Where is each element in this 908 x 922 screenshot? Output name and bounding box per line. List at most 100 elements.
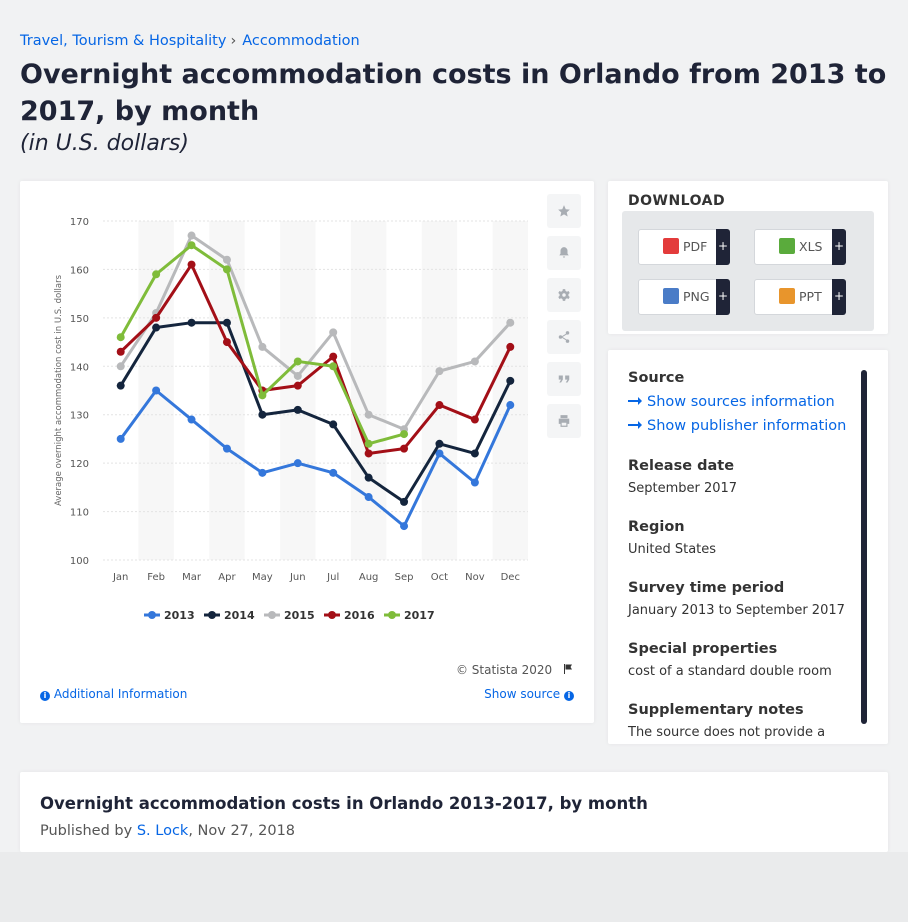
chart-card: 100 110 120 130 140 150 160 170 Jan Feb Mar Apr May J… <box>20 181 594 723</box>
download-png-button[interactable]: PNG + <box>638 279 730 315</box>
star-icon <box>558 205 570 217</box>
data-point-2014 <box>364 473 373 482</box>
cite-button[interactable] <box>547 362 581 396</box>
data-point-2013 <box>400 522 409 531</box>
additional-information-label: Additional Information <box>53 687 188 701</box>
data-point-2014 <box>506 376 515 385</box>
x-tick-label: Jan <box>112 572 128 583</box>
share-icon <box>558 331 570 343</box>
special-properties-value: cost of a standard double room <box>628 664 832 679</box>
arrow-right-icon <box>628 421 642 429</box>
data-point-2017 <box>152 270 161 279</box>
y-tick-label: 120 <box>70 459 89 470</box>
ppt-more-button[interactable]: + <box>832 279 846 315</box>
data-point-2016 <box>435 401 444 410</box>
x-tick-label: May <box>252 572 273 583</box>
x-tick-label: Sep <box>395 572 414 583</box>
y-tick-label: 110 <box>70 508 89 519</box>
info-icon: i <box>40 691 50 701</box>
statistic-summary-card: Overnight accommodation costs in Orlando… <box>20 772 888 852</box>
data-point-2017 <box>293 357 302 366</box>
region-value: United States <box>628 542 717 557</box>
png-more-button[interactable]: + <box>716 279 730 315</box>
legend-label: 2014 <box>224 609 255 622</box>
legend-item-2015[interactable]: 2015 <box>264 609 315 622</box>
details-scrollbar[interactable] <box>861 370 867 724</box>
additional-information-link[interactable]: i Additional Information <box>40 687 187 701</box>
print-icon <box>558 415 570 427</box>
data-point-2016 <box>187 260 196 269</box>
author-link[interactable]: S. Lock <box>136 823 189 839</box>
download-buttons: PDF + XLS + PNG + PPT + <box>622 211 874 331</box>
download-card: DOWNLOAD PDF + XLS + PNG + PPT + <box>608 181 888 334</box>
data-point-2017 <box>187 241 196 250</box>
page-header: Travel, Tourism & Hospitality › Accommodat… <box>0 0 908 172</box>
data-point-2015 <box>364 410 373 419</box>
download-ppt-label: PPT <box>799 289 822 304</box>
data-point-2014 <box>187 318 196 327</box>
published-date: , Nov 27, 2018 <box>188 823 296 839</box>
data-point-2016 <box>293 381 302 390</box>
notification-button[interactable] <box>547 236 581 270</box>
favorite-button[interactable] <box>547 194 581 228</box>
xls-more-button[interactable]: + <box>832 229 846 265</box>
pdf-file-icon <box>663 238 679 254</box>
legend-item-2014[interactable]: 2014 <box>204 609 255 622</box>
data-point-2015 <box>116 362 125 371</box>
data-point-2015 <box>470 357 479 366</box>
x-tick-label: Oct <box>431 572 448 583</box>
download-pdf-button[interactable]: PDF + <box>638 229 730 265</box>
breadcrumb-item-travel[interactable]: Travel, Tourism & Hospitality <box>20 33 227 49</box>
y-tick-label: 150 <box>70 314 89 325</box>
breadcrumb: Travel, Tourism & Hospitality › Accommodat… <box>20 33 360 49</box>
gear-icon <box>558 289 570 301</box>
column-band <box>280 221 316 560</box>
data-point-2013 <box>222 444 231 453</box>
download-xls-button[interactable]: XLS + <box>754 229 846 265</box>
data-point-2016 <box>400 444 409 453</box>
print-button[interactable] <box>547 404 581 438</box>
statistic-heading: Overnight accommodation costs in Orlando… <box>40 794 648 813</box>
show-source-link[interactable]: Show source i <box>484 687 574 701</box>
data-point-2014 <box>329 420 338 429</box>
show-sources-link[interactable]: Show sources information <box>628 390 854 414</box>
x-tick-label: Aug <box>359 572 379 583</box>
page-title: Overnight accommodation costs in Orlando… <box>20 59 887 127</box>
download-pdf-label: PDF <box>683 239 708 254</box>
download-ppt-button[interactable]: PPT + <box>754 279 846 315</box>
data-point-2013 <box>116 434 125 443</box>
pdf-more-button[interactable]: + <box>716 229 730 265</box>
share-button[interactable] <box>547 320 581 354</box>
data-point-2013 <box>364 493 373 502</box>
legend-item-2016[interactable]: 2016 <box>324 609 375 622</box>
data-point-2014 <box>400 497 409 506</box>
data-point-2013 <box>187 415 196 424</box>
data-point-2015 <box>329 328 338 337</box>
scrollbar-thumb[interactable] <box>861 370 867 724</box>
show-publisher-link[interactable]: Show publisher information <box>628 414 854 438</box>
data-point-2013 <box>329 468 338 477</box>
data-point-2015 <box>293 371 302 380</box>
breadcrumb-item-accommodation[interactable]: Accommodation <box>242 33 360 49</box>
bell-icon <box>559 247 569 258</box>
x-tick-label: Apr <box>218 572 236 583</box>
download-png-label: PNG <box>683 289 710 304</box>
x-tick-label: Jul <box>326 572 339 583</box>
line-chart: 100 110 120 130 140 150 160 170 Jan Feb Mar Apr May J… <box>54 217 528 622</box>
legend-label: 2013 <box>164 609 195 622</box>
x-tick-label: Jun <box>289 572 306 583</box>
arrow-right-icon <box>628 397 642 405</box>
legend-item-2017[interactable]: 2017 <box>384 609 435 622</box>
published-by: Published by S. Lock, Nov 27, 2018 <box>40 823 295 839</box>
data-point-2017 <box>400 430 409 439</box>
published-prefix: Published by <box>40 823 133 839</box>
show-sources-label: Show sources information <box>647 394 835 410</box>
column-band <box>492 221 528 560</box>
flag-icon[interactable] <box>562 663 574 675</box>
xls-file-icon <box>779 238 795 254</box>
y-tick-label: 170 <box>70 217 89 228</box>
download-title: DOWNLOAD <box>628 193 726 209</box>
legend-item-2013[interactable]: 2013 <box>144 609 195 622</box>
y-tick-label: 160 <box>70 265 89 276</box>
settings-button[interactable] <box>547 278 581 312</box>
